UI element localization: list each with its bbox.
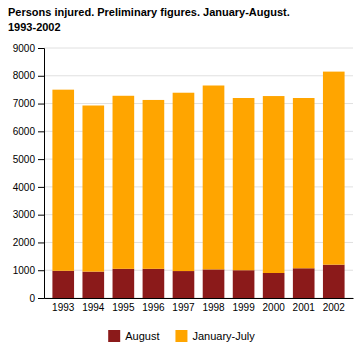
y-tick-label: 9000 (13, 43, 36, 54)
legend-label: August (125, 330, 159, 342)
y-tick-mark (38, 159, 44, 160)
x-tick: 2002 (323, 298, 346, 313)
bar (293, 98, 315, 268)
bar (173, 271, 195, 298)
y-tick-label: 6000 (13, 126, 36, 137)
x-tick-label: 1997 (172, 302, 195, 313)
y-tick-label: 5000 (13, 154, 36, 165)
bar (233, 98, 255, 270)
legend: August January-July (108, 330, 255, 342)
y-tick-label: 0 (29, 293, 35, 304)
chart: Persons injured. Preliminary figures. Ja… (0, 0, 363, 356)
y-tick-mark (38, 131, 44, 132)
x-tick: 1998 (202, 298, 225, 313)
x-tick-label: 1996 (142, 302, 165, 313)
y-tick-label: 7000 (13, 98, 36, 109)
x-tick-label: 2000 (263, 302, 286, 313)
x-tick-label: 1994 (82, 302, 105, 313)
grid-line (44, 48, 353, 49)
bar (203, 269, 225, 298)
bar (113, 96, 135, 269)
bar (203, 86, 225, 270)
bars (52, 72, 344, 298)
bar (143, 269, 165, 298)
legend-label: January-July (192, 330, 255, 342)
x-tick-label: 1993 (52, 302, 75, 313)
bar (113, 269, 135, 298)
x-axis: 1993 1994 1995 1996 1997 1998 1999 2000 2001 2002 (45, 298, 354, 313)
y-tick-label: 1000 (13, 265, 36, 276)
x-tick: 1999 (232, 298, 255, 313)
y-tick-mark (38, 242, 44, 243)
legend-swatch (108, 330, 120, 342)
y-tick-mark (38, 298, 44, 299)
y-axis: 0 1000 2000 3000 4000 5000 6000 7000 8000 9000 (13, 43, 45, 304)
x-tick: 1996 (142, 298, 165, 313)
bar (82, 106, 104, 272)
bar (82, 272, 104, 298)
bar (293, 268, 315, 298)
y-tick: 0 (29, 293, 44, 304)
y-tick: 1000 (13, 265, 44, 276)
bar (173, 93, 195, 271)
x-tick: 1995 (112, 298, 135, 313)
y-tick-mark (38, 270, 44, 271)
bar (143, 100, 165, 269)
bar (263, 273, 285, 298)
bar (52, 90, 74, 271)
y-tick-label: 8000 (13, 70, 36, 81)
y-tick: 7000 (13, 98, 44, 109)
y-tick: 3000 (13, 209, 44, 220)
legend-item: January-July (175, 330, 255, 342)
legend-swatch (175, 330, 187, 342)
x-tick: 1997 (172, 298, 195, 313)
y-tick: 6000 (13, 126, 44, 137)
y-tick-mark (38, 104, 44, 105)
legend-item: August (108, 330, 159, 342)
bar (233, 270, 255, 298)
x-tick-label: 2002 (323, 302, 346, 313)
y-tick-mark (38, 187, 44, 188)
y-tick: 2000 (13, 237, 44, 248)
y-tick-label: 3000 (13, 209, 36, 220)
x-tick: 2001 (293, 298, 316, 313)
y-tick: 4000 (13, 182, 44, 193)
bar (323, 265, 345, 298)
x-axis-line (45, 298, 354, 299)
x-tick-label: 1998 (202, 302, 225, 313)
y-tick: 5000 (13, 154, 44, 165)
x-tick: 1993 (52, 298, 75, 313)
y-tick-label: 4000 (13, 182, 36, 193)
bar (323, 72, 345, 265)
y-tick: 8000 (13, 70, 44, 81)
title: Persons injured. Preliminary figures. Ja… (8, 6, 290, 18)
y-tick: 9000 (13, 43, 44, 54)
x-tick-label: 2001 (293, 302, 316, 313)
x-tick-label: 1995 (112, 302, 135, 313)
y-axis-line (38, 49, 45, 299)
bar (263, 96, 285, 273)
y-tick-mark (38, 215, 44, 216)
bar (52, 271, 74, 298)
x-tick: 2000 (263, 298, 286, 313)
y-tick-label: 2000 (13, 237, 36, 248)
x-tick: 1994 (82, 298, 105, 313)
subtitle: 1993-2002 (8, 21, 61, 33)
grid (44, 48, 353, 298)
x-tick-label: 1999 (232, 302, 255, 313)
grid-line (44, 75, 353, 76)
y-tick-mark (38, 48, 44, 49)
y-tick-mark (38, 76, 44, 77)
